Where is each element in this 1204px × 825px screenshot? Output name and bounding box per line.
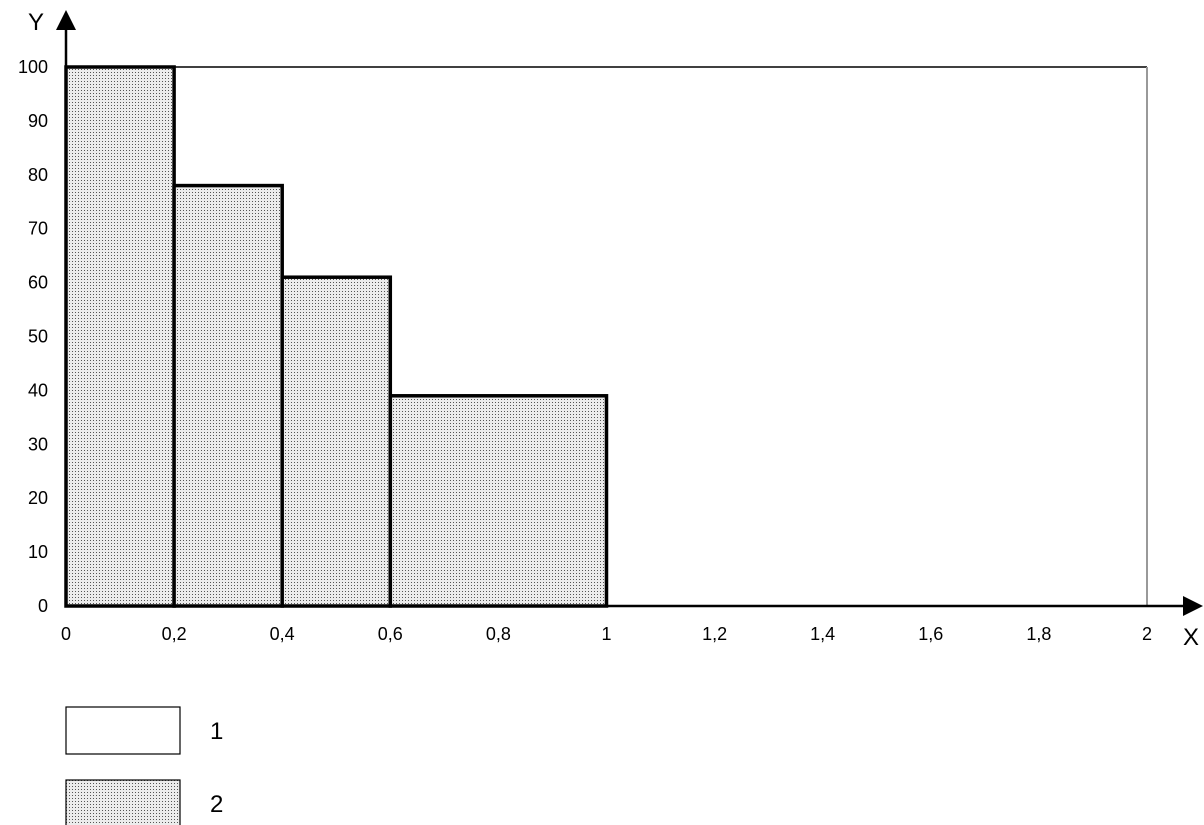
- y-tick-label: 90: [28, 111, 48, 131]
- y-axis-label: Y: [28, 9, 44, 36]
- x-tick-label: 1,4: [810, 624, 835, 644]
- x-tick-label: 1,6: [918, 624, 943, 644]
- x-tick-label: 0,2: [162, 624, 187, 644]
- series-2-bar: [64, 65, 176, 608]
- y-tick-label: 80: [28, 165, 48, 185]
- y-tick-label: 60: [28, 273, 48, 293]
- legend: 12: [65, 706, 223, 825]
- series-2-bar: [280, 275, 393, 608]
- x-tick-label: 0,6: [378, 624, 403, 644]
- y-tick-label: 50: [28, 327, 48, 347]
- y-tick-label: 10: [28, 542, 48, 562]
- y-tick-label: 70: [28, 219, 48, 239]
- y-tick-label: 0: [38, 596, 48, 616]
- series-2-bar: [388, 394, 609, 608]
- x-tick-label: 1,8: [1026, 624, 1051, 644]
- y-tick-label: 100: [18, 57, 48, 77]
- ticks-layer: YX0 0,2 0,4 0,6 0,8 1 1,2 1,4 1,6 1,8 201020304050…: [18, 9, 1199, 651]
- x-tick-label: 2: [1142, 624, 1152, 644]
- x-axis-label: X: [1183, 624, 1199, 651]
- x-tick-label: 0,8: [486, 624, 511, 644]
- legend-label: 2: [210, 791, 223, 818]
- x-tick-label: 1,2: [702, 624, 727, 644]
- legend-label: 1: [210, 718, 223, 745]
- series-2-bar: [172, 183, 284, 608]
- axes-layer: [56, 10, 1203, 616]
- x-tick-label: 0,4: [270, 624, 295, 644]
- y-tick-label: 20: [28, 488, 48, 508]
- legend-swatch: [65, 706, 181, 755]
- y-tick-label: 40: [28, 380, 48, 400]
- series-2-layer: [64, 65, 609, 608]
- x-tick-label: 0: [61, 624, 71, 644]
- y-tick-label: 30: [28, 434, 48, 454]
- x-tick-label: 1: [601, 624, 611, 644]
- legend-swatch: [65, 779, 181, 825]
